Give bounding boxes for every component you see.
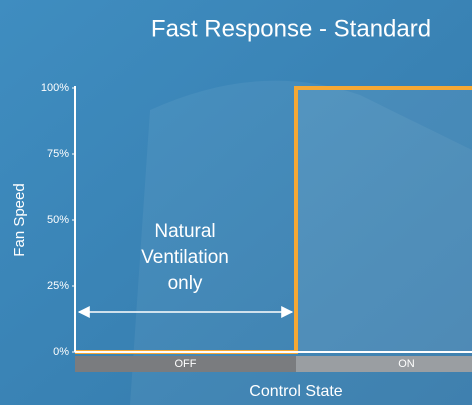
area-fill xyxy=(296,88,472,352)
y-tick-label: 100% xyxy=(41,82,69,94)
background-shape xyxy=(130,80,472,405)
annotation-line: Ventilation xyxy=(141,247,229,268)
y-tick-label: 25% xyxy=(47,280,69,292)
state-band xyxy=(296,356,472,372)
x-tick-label: OFF xyxy=(175,358,197,370)
annotation-line: Natural xyxy=(154,221,215,242)
state-band xyxy=(75,356,296,372)
annotation-line: only xyxy=(168,273,203,294)
y-tick-label: 75% xyxy=(47,148,69,160)
chart-title: Fast Response - Standard xyxy=(151,15,431,42)
y-axis-label: Fan Speed xyxy=(11,183,28,256)
annotation: Natural Ventilation only xyxy=(77,221,294,318)
x-tick-label: ON xyxy=(398,358,415,370)
x-axis-label: Control State xyxy=(249,383,342,400)
y-tick-label: 50% xyxy=(47,214,69,226)
y-tick-label: 0% xyxy=(53,346,69,358)
